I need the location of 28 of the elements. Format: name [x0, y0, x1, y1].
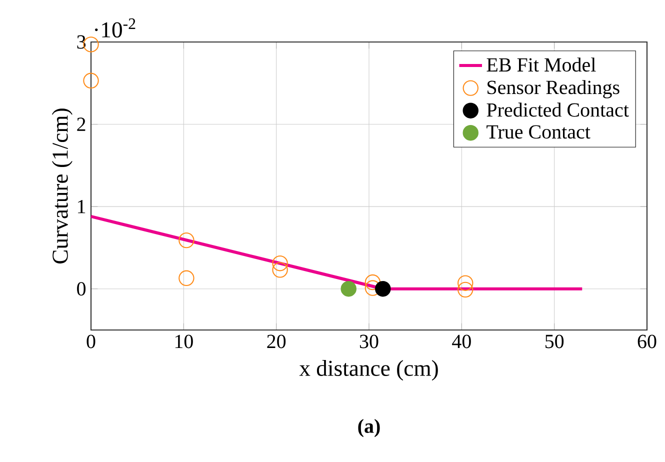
- text: ·10$^{-2}$: [95, 18, 136, 38]
- point: [364, 274, 381, 290]
- point: [272, 262, 288, 278]
- point: [83, 72, 99, 89]
- legend-label: Predicted Contact: [486, 102, 629, 117]
- x-tick-label: 30: [360, 334, 378, 348]
- x-tick-label: 10: [175, 334, 193, 348]
- y-tick-label: 1: [78, 200, 86, 214]
- y-tick-label: 2: [77, 118, 86, 131]
- x-tick-label: 40: [452, 334, 471, 348]
- x-tick-label: 50: [546, 334, 564, 348]
- y-tick-label: 0: [77, 282, 86, 296]
- legend-label: True Contact: [486, 125, 590, 139]
- x-axis-title: x distance (cm): [299, 360, 438, 381]
- point: [272, 255, 288, 272]
- point: [458, 275, 474, 291]
- point: [178, 232, 194, 248]
- text: (a): [358, 418, 380, 438]
- point: [458, 282, 474, 298]
- x-tick-label: 60: [638, 334, 656, 348]
- x-tick-label: 20: [267, 334, 286, 348]
- legend-label: Sensor Readings: [488, 80, 620, 98]
- x-tick-label: 0: [86, 334, 96, 348]
- point: [178, 270, 194, 286]
- point: [375, 280, 391, 297]
- y-axis-title: Curvature (1/cm): [52, 108, 72, 264]
- point: [340, 280, 356, 297]
- legend-label: EB Fit Model: [486, 58, 596, 72]
